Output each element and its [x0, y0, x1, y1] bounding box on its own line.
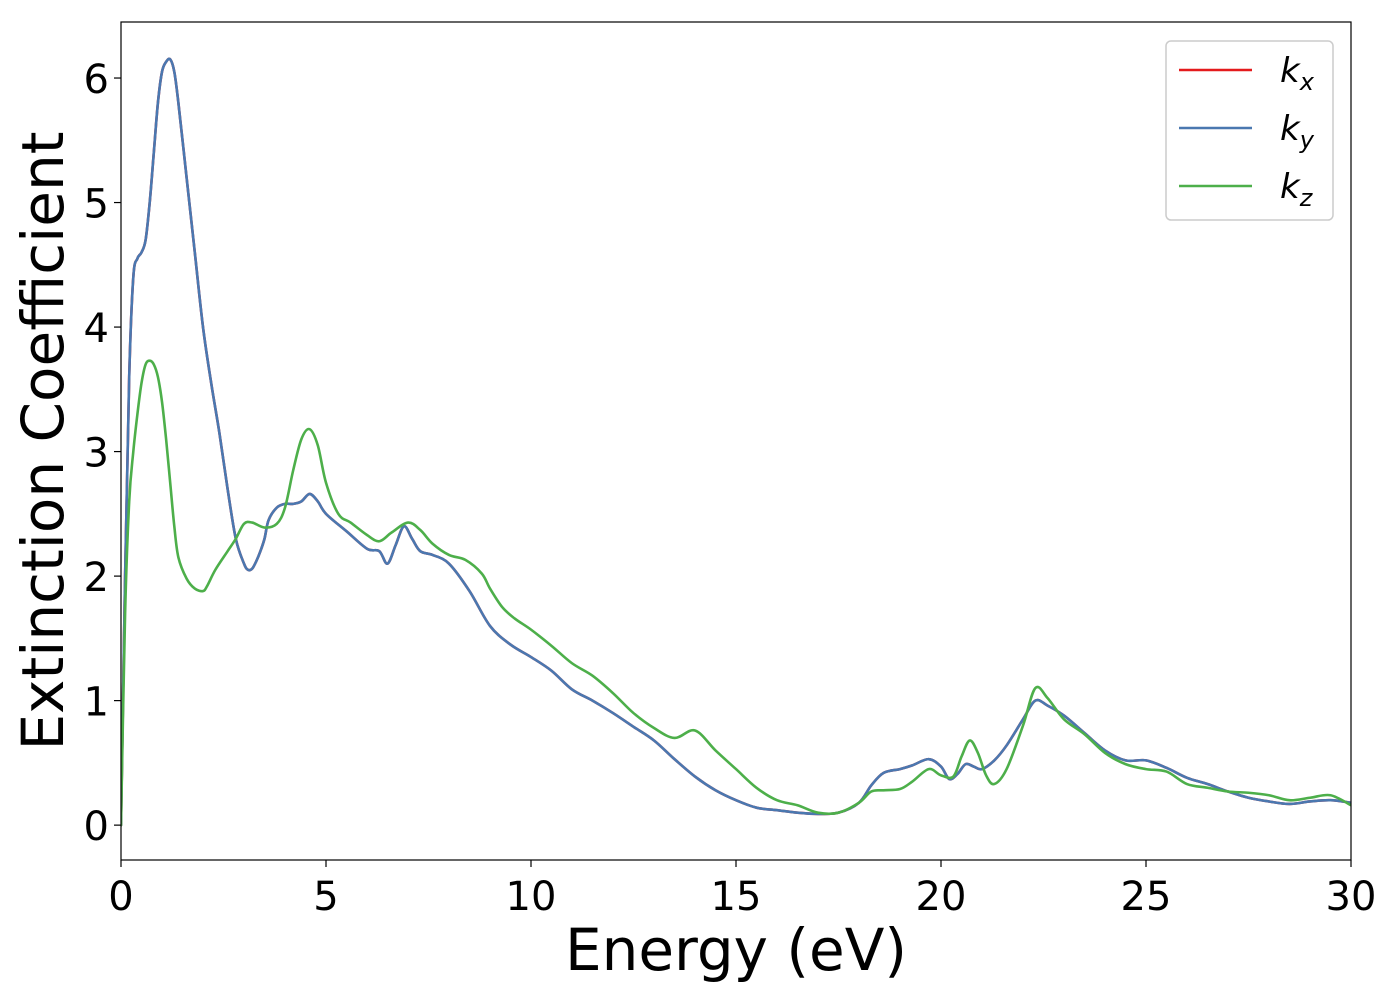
legend-label-k-x: kx — [1280, 51, 1315, 96]
x-tick-label: 30 — [1326, 874, 1377, 920]
series-layer — [121, 57, 1351, 827]
y-tick-label: 2 — [84, 555, 109, 601]
x-tick-label: 0 — [108, 874, 133, 920]
legend: kx ky kz — [1165, 40, 1334, 221]
y-tick-label: 4 — [84, 306, 109, 352]
series-line-k-y — [121, 57, 1351, 827]
legend-label-k-z: kz — [1280, 167, 1314, 212]
y-tick-label: 5 — [84, 182, 109, 228]
x-axis-label: Energy (eV) — [565, 916, 907, 984]
x-tick-label: 25 — [1121, 874, 1172, 920]
y-tick-label: 6 — [84, 57, 109, 103]
x-axis: 0 5 10 15 20 25 30 — [108, 860, 1376, 920]
series-line-k-z — [121, 359, 1351, 827]
x-tick-label: 20 — [916, 874, 967, 920]
x-tick-label: 5 — [313, 874, 338, 920]
y-tick-label: 0 — [84, 804, 109, 850]
x-tick-label: 15 — [711, 874, 762, 920]
y-tick-label: 3 — [84, 431, 109, 477]
y-axis: 0 1 2 3 4 5 6 — [84, 57, 121, 850]
legend-label-k-y: ky — [1280, 109, 1315, 154]
y-axis-label: Extinction Coefficient — [9, 132, 77, 751]
y-tick-label: 1 — [84, 680, 109, 726]
legend-entries: kx ky kz — [1179, 51, 1315, 212]
x-tick-label: 10 — [506, 874, 557, 920]
legend-box — [1165, 40, 1334, 221]
